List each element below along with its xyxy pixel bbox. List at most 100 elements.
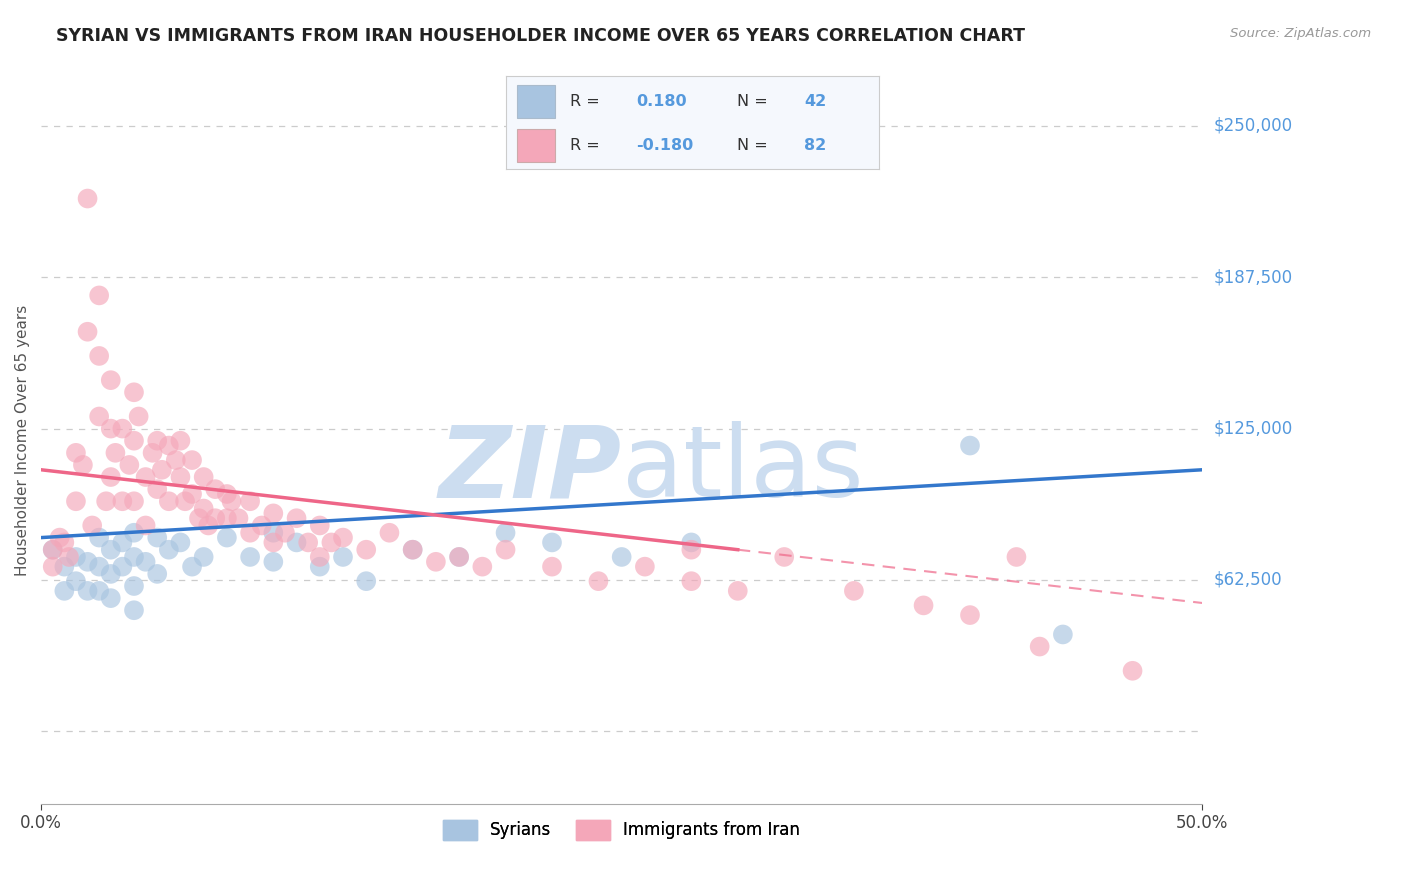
Point (610, 549, 633, 564)
Point (76, 192, 98, 206)
Point (165, 453, 187, 467)
Text: N =: N = (737, 94, 768, 109)
Text: -0.180: -0.180 (637, 138, 693, 153)
Point (215, 531, 238, 545)
Point (308, 549, 330, 564)
Point (541, 535, 564, 549)
Point (262, 555, 284, 569)
Point (262, 535, 284, 549)
Bar (517, 85, 554, 118)
Point (41, 542, 63, 557)
Point (157, 494, 180, 508)
Point (285, 511, 308, 525)
Point (122, 385, 145, 400)
Point (204, 482, 226, 496)
Point (122, 603, 145, 617)
Point (111, 421, 134, 435)
Point (135, 555, 157, 569)
Point (471, 559, 494, 574)
Text: R =: R = (569, 138, 599, 153)
Point (308, 559, 330, 574)
Text: $250,000: $250,000 (1213, 117, 1292, 135)
Point (89, 531, 111, 545)
Point (1028, 640, 1050, 654)
Point (89, 583, 111, 598)
Point (239, 549, 262, 564)
Point (169, 434, 191, 448)
Point (53, 583, 76, 598)
Text: 42: 42 (804, 94, 827, 109)
Point (100, 566, 122, 581)
Point (250, 518, 273, 533)
Point (100, 591, 122, 606)
Point (76, 325, 98, 339)
Point (65, 446, 87, 460)
Point (135, 518, 157, 533)
Point (89, 559, 111, 574)
Point (378, 525, 401, 540)
Point (228, 511, 250, 525)
Point (773, 549, 796, 564)
Point (402, 542, 425, 557)
Point (332, 531, 354, 545)
Point (193, 501, 215, 516)
Point (150, 463, 173, 477)
Point (727, 583, 749, 598)
Point (111, 494, 134, 508)
Point (181, 453, 204, 467)
Text: ZIP: ZIP (439, 421, 621, 518)
Point (959, 439, 981, 453)
Point (354, 542, 377, 557)
Point (681, 574, 703, 589)
Point (215, 511, 238, 525)
Point (588, 574, 610, 589)
Point (128, 409, 150, 424)
Point (122, 579, 145, 593)
Point (65, 494, 87, 508)
Text: N =: N = (737, 138, 768, 153)
Y-axis label: Householder Income Over 65 years: Householder Income Over 65 years (15, 305, 30, 576)
Point (239, 525, 262, 540)
Point (1005, 549, 1028, 564)
Point (959, 608, 981, 623)
Point (1122, 664, 1144, 678)
Point (193, 549, 215, 564)
Point (215, 487, 238, 501)
Text: $62,500: $62,500 (1213, 571, 1282, 589)
Point (146, 531, 169, 545)
Point (321, 535, 343, 549)
Point (204, 511, 226, 525)
Point (239, 494, 262, 508)
Point (76, 583, 98, 598)
Point (285, 535, 308, 549)
Point (425, 555, 447, 569)
Point (157, 439, 180, 453)
Point (58, 549, 80, 564)
Point (634, 559, 657, 574)
Point (89, 288, 111, 302)
Point (681, 542, 703, 557)
Point (53, 559, 76, 574)
Point (122, 494, 145, 508)
Point (111, 535, 134, 549)
Point (82, 518, 104, 533)
Point (221, 494, 243, 508)
Point (449, 549, 471, 564)
Point (332, 549, 354, 564)
Point (354, 574, 377, 589)
Point (197, 518, 219, 533)
Point (41, 559, 63, 574)
Point (681, 535, 703, 549)
Point (118, 458, 141, 472)
Point (262, 507, 284, 521)
Point (146, 566, 169, 581)
Text: 82: 82 (804, 138, 827, 153)
Point (65, 549, 87, 564)
Point (842, 583, 865, 598)
Point (495, 525, 517, 540)
Point (146, 482, 169, 496)
Point (48, 531, 70, 545)
Point (65, 574, 87, 589)
Bar (517, 129, 554, 162)
Point (122, 434, 145, 448)
